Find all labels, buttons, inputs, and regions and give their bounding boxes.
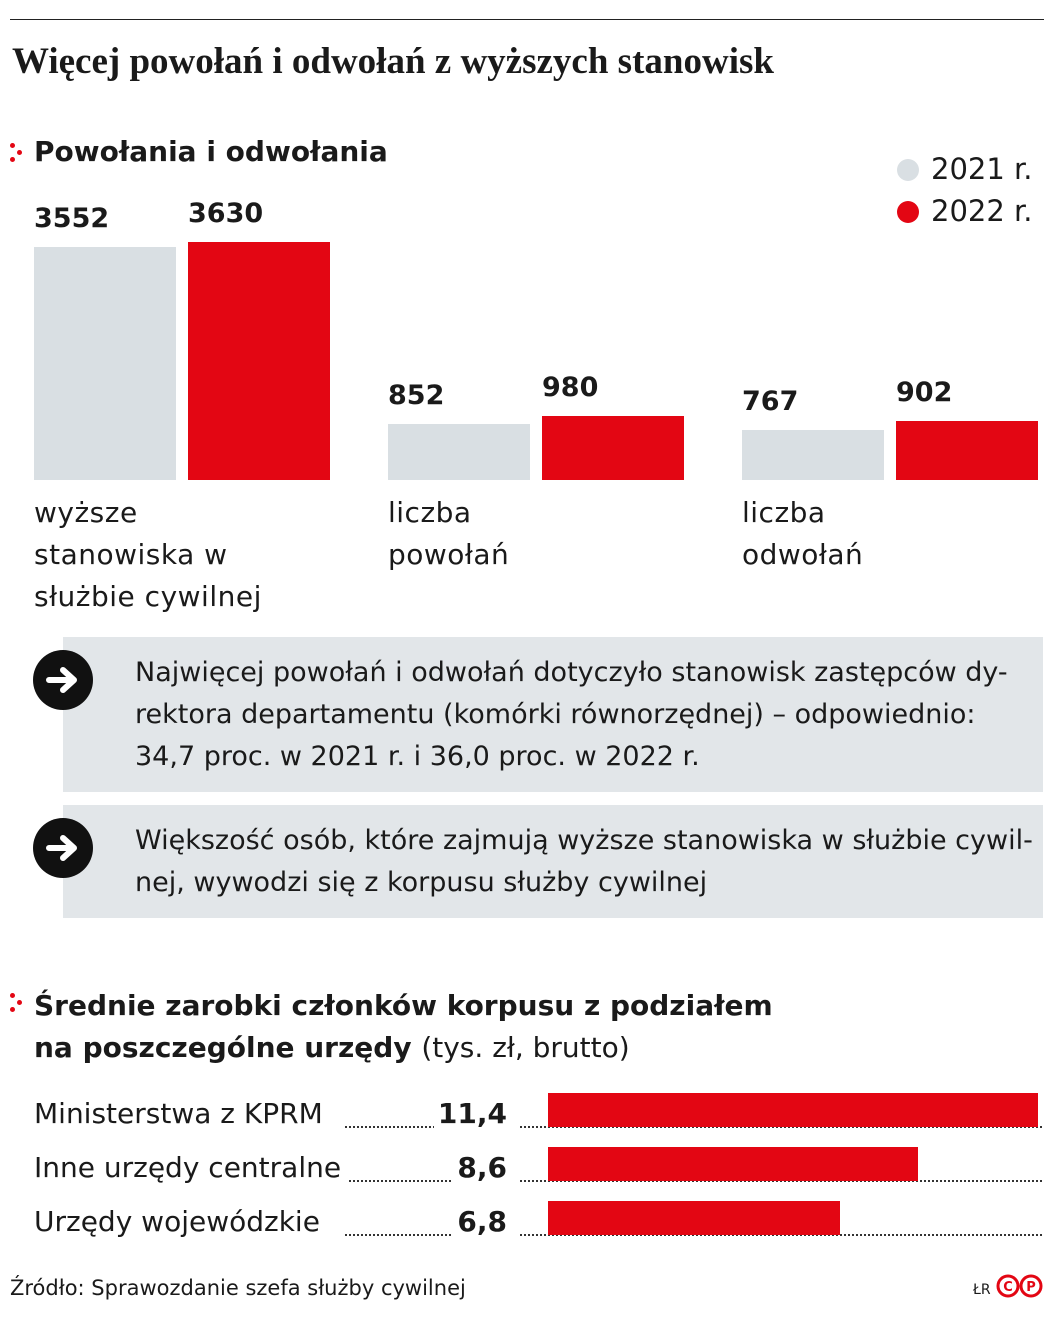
bar [548, 1201, 841, 1235]
value-label: 852 [388, 380, 445, 412]
logo: C P [996, 1274, 1043, 1298]
value-label: 11,4 [433, 1097, 507, 1130]
arrow-icon [33, 650, 93, 710]
section-title: Powołania i odwołania [34, 135, 388, 168]
svg-text:P: P [1026, 1280, 1036, 1295]
category-label: liczba odwołań [742, 496, 864, 571]
legend-swatch [897, 201, 919, 223]
arrow [46, 835, 77, 861]
title: Więcej powołań i odwołań z wyższych stan… [12, 41, 774, 82]
bar [34, 247, 176, 480]
chart-title: Średnie zarobki członków korpusu z podzi… [34, 989, 773, 1064]
category-label: Inne urzędy centralne [34, 1151, 350, 1184]
leader-dots [520, 1180, 1042, 1182]
category-label: wyższe stanowiska w służbie cywilnej [34, 496, 262, 613]
bar [896, 420, 1038, 480]
legend-swatch [897, 159, 919, 181]
chart-subtitle: (tys. zł, brutto) [421, 1031, 630, 1064]
bar [742, 429, 884, 480]
leader-dots [345, 1234, 455, 1236]
leader-dots [345, 1126, 455, 1128]
source: Źródło: Sprawozdanie szefa służby cywiln… [10, 1276, 466, 1300]
section-marker [10, 993, 24, 1015]
value-label: 902 [896, 376, 953, 408]
leader-dots [345, 1180, 455, 1182]
value-label: 3630 [188, 198, 264, 229]
note-text: Najwięcej powołań i odwołań dotyczyło st… [135, 657, 1008, 688]
category-label: liczba powołań [388, 496, 510, 571]
value-label: 8,6 [453, 1151, 507, 1184]
arrow-icon [33, 818, 93, 878]
bar [542, 415, 684, 480]
section-title: Średnie zarobki członków korpusu z podzi… [34, 985, 794, 1069]
section-marker [10, 143, 24, 165]
arrow [46, 667, 77, 693]
note-text: nej, wywodzi się z korpusu służby cywiln… [135, 867, 708, 898]
leader-dots [520, 1234, 1042, 1236]
bar [548, 1093, 1038, 1127]
value-label: 767 [742, 385, 799, 417]
legend-label: 2021 r. [931, 152, 1033, 186]
bar [388, 424, 530, 480]
value-label: 6,8 [453, 1205, 507, 1238]
top-rule [10, 19, 1044, 20]
bar [188, 242, 330, 480]
svg-text:C: C [1003, 1280, 1013, 1295]
category-label: Urzędy wojewódzkie [34, 1205, 328, 1238]
note-text: Większość osób, które zajmują wyższe sta… [135, 825, 1033, 856]
bar [548, 1147, 918, 1181]
note-box: Większość osób, które zajmują wyższe sta… [33, 805, 1043, 918]
note-text: 34,7 proc. w 2021 r. i 36,0 proc. w 2022… [135, 741, 700, 772]
note-text: rektora departamentu (komórki równorzędn… [135, 699, 976, 730]
leader-dots [520, 1126, 1042, 1128]
note-box: Najwięcej powołań i odwołań dotyczyło st… [33, 637, 1043, 792]
value-label: 3552 [34, 203, 110, 235]
credit: ŁR [973, 1282, 991, 1298]
value-label: 980 [542, 371, 599, 403]
legend-label: 2022 r. [931, 194, 1033, 228]
category-label: Ministerstwa z KPRM [34, 1097, 331, 1130]
